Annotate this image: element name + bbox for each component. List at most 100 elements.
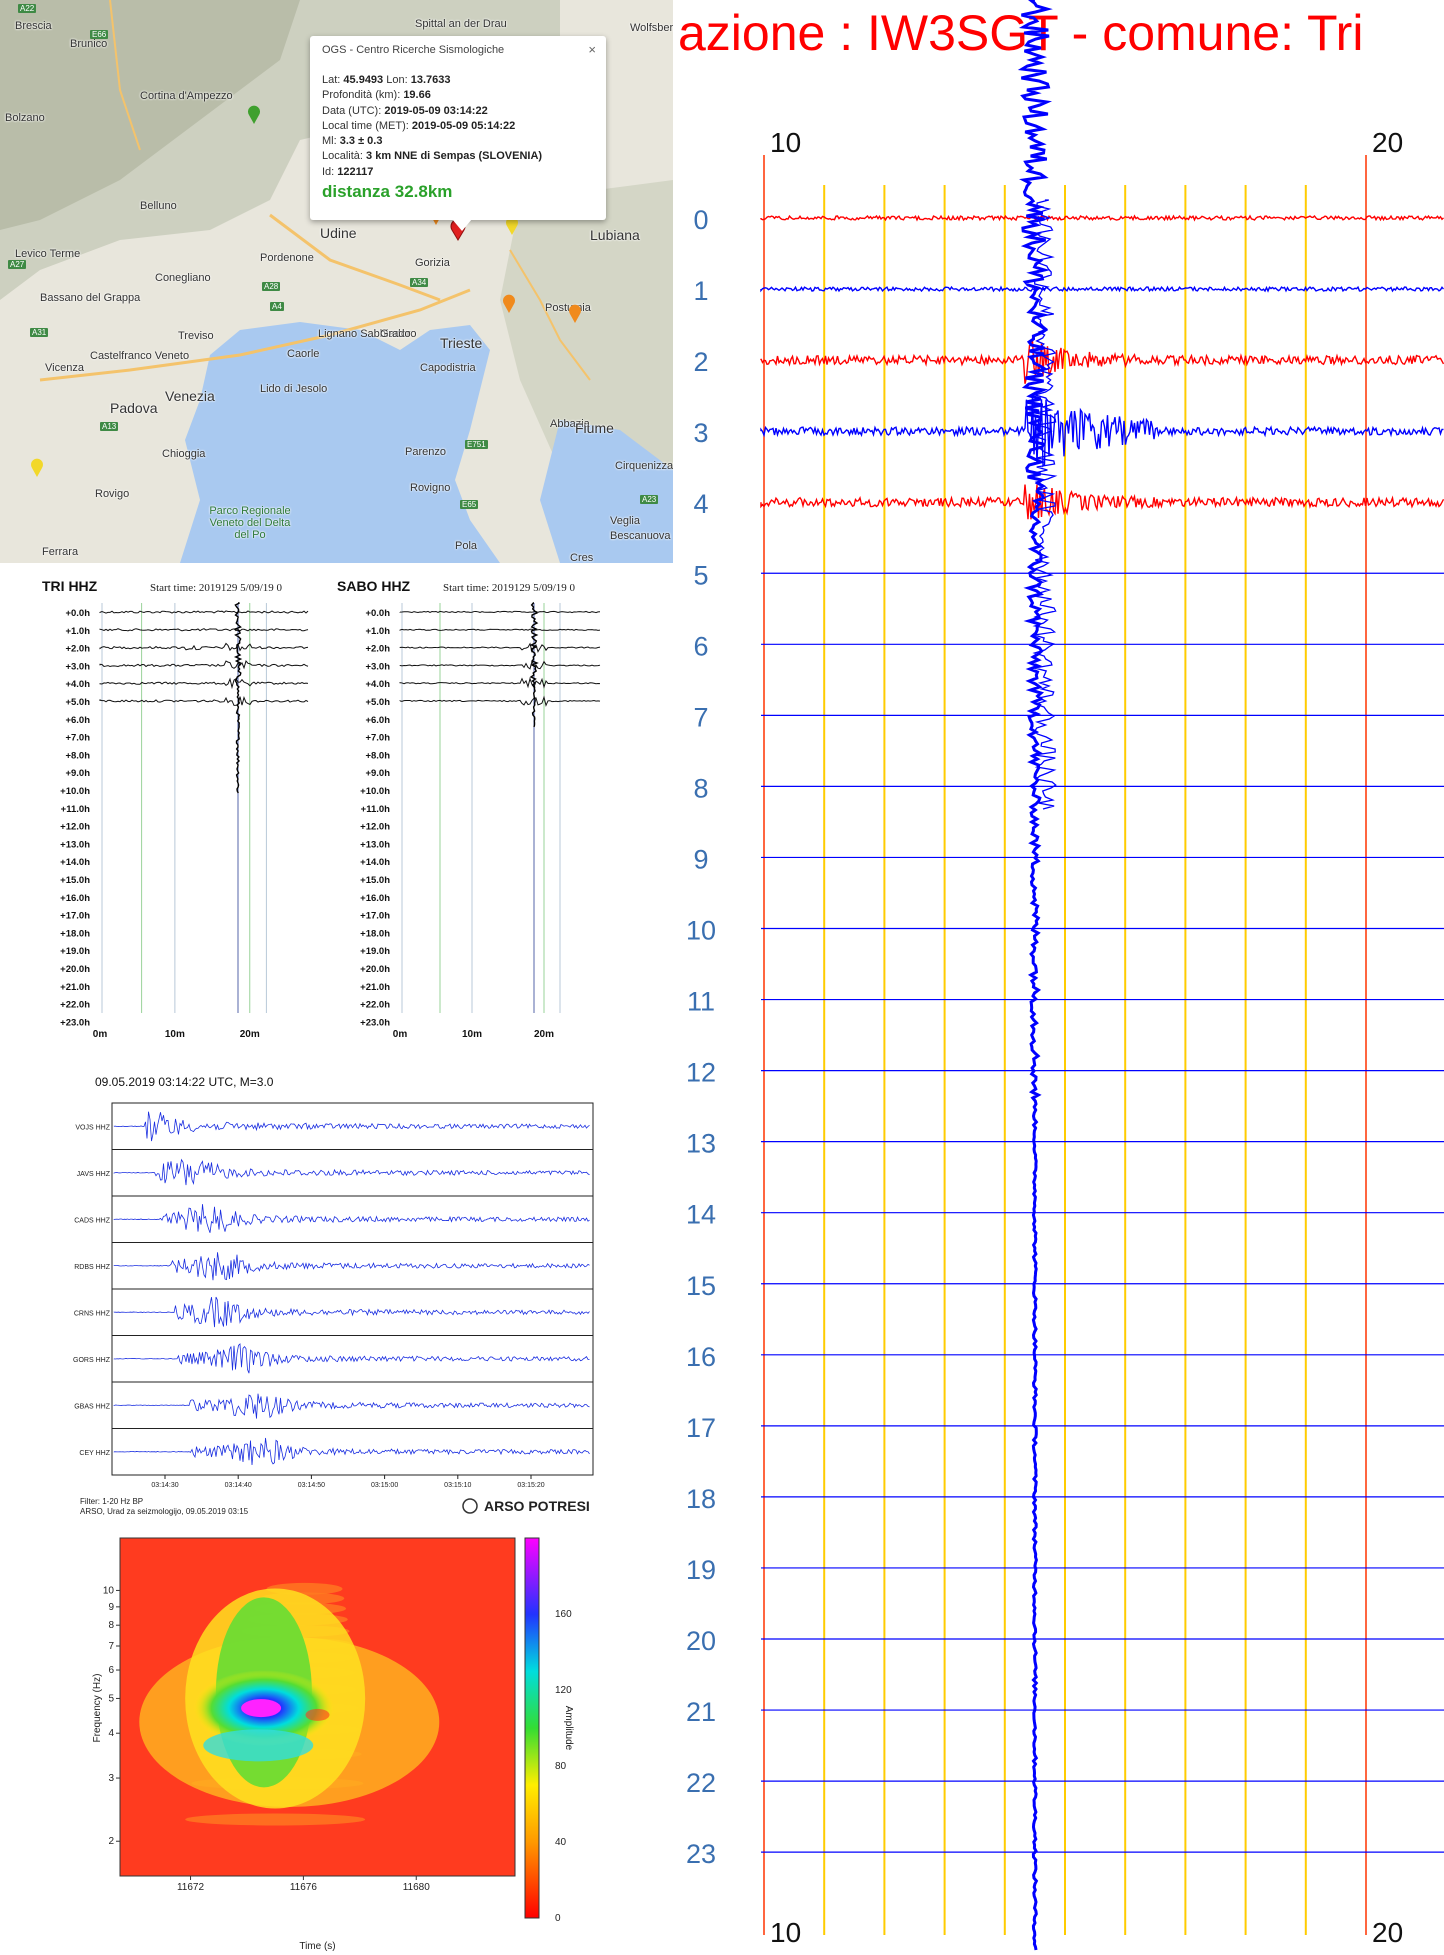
- drum-trace: [760, 396, 1444, 468]
- helicorder-trace: [99, 696, 309, 706]
- drum-hour-label: 11: [687, 987, 715, 1017]
- drum-scale-label-bottom: 20: [1372, 1917, 1403, 1948]
- colorbar-tick: 120: [555, 1685, 572, 1696]
- helicorder-trace: [99, 642, 309, 652]
- map-place-label: Fiume: [575, 420, 614, 436]
- arso-station-label: VOJS HHZ: [75, 1124, 110, 1131]
- helicorder-hour-label: +7.0h: [365, 733, 390, 744]
- map-place-label: Brunico: [70, 38, 108, 50]
- helicorder-hour-label: +22.0h: [360, 1000, 390, 1011]
- helicorder-hour-label: +17.0h: [60, 911, 90, 922]
- helicorder-trace: [399, 642, 601, 654]
- road-shield: A34: [410, 278, 429, 287]
- helicorder-x-tick: 20m: [240, 1029, 260, 1040]
- spectrogram-ylabel: Frequency (Hz): [92, 1674, 103, 1743]
- helicorder-hour-label: +0.0h: [365, 608, 390, 619]
- popup-row-value: 3 km NNE di Sempas (SLOVENIA): [366, 150, 543, 163]
- helicorder-x-tick: 20m: [534, 1029, 554, 1040]
- helicorder-hour-label: +6.0h: [365, 715, 390, 726]
- helicorder-trace: [399, 677, 601, 689]
- drum-hour-label: 2: [693, 347, 708, 377]
- colorbar-tick: 80: [555, 1761, 567, 1772]
- map-place-label: Padova: [110, 400, 158, 416]
- helicorder-station: TRI HHZ: [42, 578, 98, 594]
- map-place-label: Abbazia: [550, 418, 590, 430]
- helicorder-hour-label: +15.0h: [60, 875, 90, 886]
- helicorder-hour-label: +9.0h: [65, 768, 90, 779]
- helicorder-panel: TRI HHZ Start time: 2019129 5/09/19 0 +0.0…: [0, 563, 610, 1058]
- map-place-label: Lubiana: [590, 227, 640, 243]
- drum-hour-label: 9: [693, 844, 708, 874]
- drum-hour-label: 3: [693, 418, 708, 448]
- map-place-label: Castelfranco Veneto: [90, 350, 190, 362]
- helicorder-hour-label: +13.0h: [60, 839, 90, 850]
- arso-logo: ARSO POTRESI: [484, 1498, 590, 1514]
- drum-chart: azione : IW3SGT - comune: Tri10102020012…: [678, 0, 1444, 1951]
- popup-row-label: Local time (MET):: [322, 119, 412, 132]
- map-place-label: Postumia: [545, 302, 591, 314]
- drum-hour-label: 4: [693, 489, 708, 519]
- drum-title: azione : IW3SGT - comune: Tri: [678, 5, 1363, 61]
- map-place-label: Chioggia: [162, 448, 206, 460]
- helicorder-hour-label: +5.0h: [365, 697, 390, 708]
- drum-hour-label: 5: [693, 560, 708, 590]
- helicorder-station: SABO HHZ: [337, 578, 411, 594]
- popup-row: Località: 3 km NNE di Sempas (SLOVENIA): [322, 149, 542, 164]
- drum-trace: [760, 214, 1444, 222]
- drum-event-trace: [1017, 0, 1053, 1951]
- drum-hour-label: 23: [686, 1839, 716, 1869]
- map-place-label: Gorizia: [415, 257, 450, 269]
- helicorder-hour-label: +23.0h: [360, 1017, 390, 1028]
- spectrogram-band: [185, 1813, 366, 1826]
- popup-row-value: 45.9493: [343, 74, 384, 86]
- popup-row: Local time (MET): 2019-05-09 05:14:22: [322, 119, 542, 134]
- map-place-label: Belluno: [140, 200, 177, 212]
- helicorder-hour-label: +14.0h: [360, 857, 390, 868]
- arso-canvas: 09.05.2019 03:14:22 UTC, M=3.0 VOJS HHZ JA…: [73, 1075, 594, 1516]
- helicorder-trace: [99, 660, 309, 670]
- arso-station-label: JAVS HHZ: [77, 1171, 111, 1178]
- popup-row-value: 13.7633: [410, 74, 451, 86]
- popup-row: Id: 122117: [322, 165, 542, 180]
- spectrogram-x-tick: 11680: [403, 1882, 431, 1893]
- map-place-label: Vicenza: [45, 362, 84, 374]
- popup-row: Profondità (km): 19.66: [322, 88, 542, 103]
- drum-hour-label: 1: [693, 276, 708, 306]
- arso-trace: [113, 1252, 590, 1281]
- helicorder-hour-label: +12.0h: [360, 822, 390, 833]
- popup-row-label: Località:: [322, 150, 367, 163]
- arso-trace: [113, 1158, 590, 1186]
- drum-hour-label: 12: [686, 1058, 716, 1088]
- spectrogram-max: [241, 1699, 282, 1718]
- spectrogram-y-tick: 10: [103, 1585, 115, 1596]
- popup-row-value: 19.66: [403, 89, 431, 102]
- helicorder-trace: [99, 610, 309, 614]
- close-icon[interactable]: ×: [588, 42, 596, 57]
- helicorder-x-tick: 0m: [393, 1029, 408, 1040]
- road-shield: E65: [460, 500, 479, 509]
- arso-trace: [113, 1393, 590, 1419]
- helicorder-trace: [399, 659, 601, 670]
- helicorder-hour-label: +7.0h: [65, 733, 90, 744]
- map-place-label: Udine: [320, 225, 357, 241]
- helicorder-hour-label: +4.0h: [65, 679, 90, 690]
- helicorder-hour-label: +20.0h: [360, 964, 390, 975]
- earthquake-map[interactable]: Brunico Cortina d'Ampezzo Belluno Pordenone…: [0, 0, 673, 563]
- helicorder-hour-label: +22.0h: [60, 1000, 90, 1011]
- popup-details: Lat: 45.9493 Lon: 13.7633 Profondità (km)…: [322, 73, 542, 180]
- helicorder-hour-label: +18.0h: [360, 928, 390, 939]
- colorbar-label: Amplitude: [563, 1706, 574, 1751]
- spectrogram-y-tick: 8: [108, 1620, 114, 1631]
- road-shield: E751: [465, 440, 488, 449]
- helicorder-trace: [399, 628, 601, 631]
- helicorder-x-tick: 10m: [165, 1029, 185, 1040]
- popup-row-label: Ml:: [322, 135, 340, 148]
- drum-hour-label: 14: [686, 1200, 716, 1230]
- road-shield: A13: [100, 422, 119, 431]
- drum-hour-label: 7: [693, 702, 708, 732]
- map-place-label: Parenzo: [405, 446, 446, 458]
- drum-scale-label-top: 10: [770, 127, 801, 158]
- helicorder-hour-label: +2.0h: [65, 644, 90, 655]
- drum-hour-label: 6: [693, 631, 708, 661]
- spectrogram-y-tick: 2: [108, 1836, 114, 1847]
